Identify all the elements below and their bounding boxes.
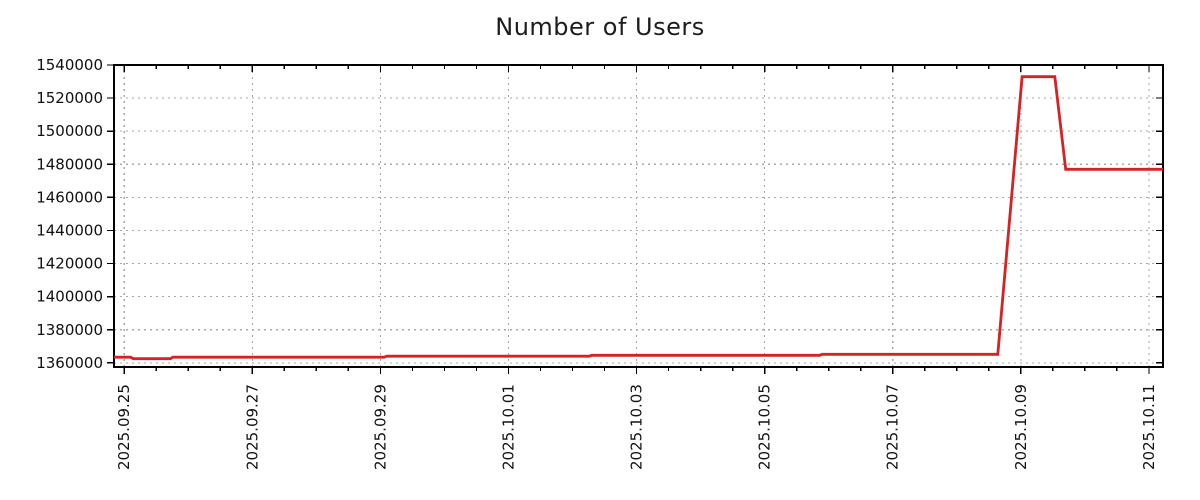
x-tick-label: 2025.10.11 (1140, 384, 1158, 470)
y-tick-label: 1460000 (36, 188, 103, 206)
x-tick-label: 2025.10.03 (628, 384, 646, 470)
y-tick-label: 1380000 (36, 321, 103, 339)
plot-border (113, 64, 1164, 368)
y-tick-label: 1520000 (36, 89, 103, 107)
x-tick-label: 2025.10.09 (1012, 384, 1030, 470)
y-tick-label: 1480000 (36, 155, 103, 173)
data-line (114, 75, 1163, 361)
y-tick-label: 1500000 (36, 122, 103, 140)
x-tick-label: 2025.10.05 (756, 384, 774, 470)
y-tick-label: 1400000 (36, 288, 103, 306)
x-tick-label: 2025.10.01 (499, 384, 517, 470)
x-tick-label: 2025.10.07 (884, 384, 902, 470)
y-tick-label: 1360000 (36, 354, 103, 372)
x-tick-label: 2025.09.27 (243, 384, 261, 470)
y-tick-label: 1540000 (36, 56, 103, 74)
y-tick-label: 1420000 (36, 255, 103, 273)
chart-title: Number of Users (495, 13, 705, 41)
x-tick-label: 2025.09.25 (115, 384, 133, 470)
x-tick-label: 2025.09.29 (371, 384, 389, 470)
y-tick-label: 1440000 (36, 221, 103, 239)
